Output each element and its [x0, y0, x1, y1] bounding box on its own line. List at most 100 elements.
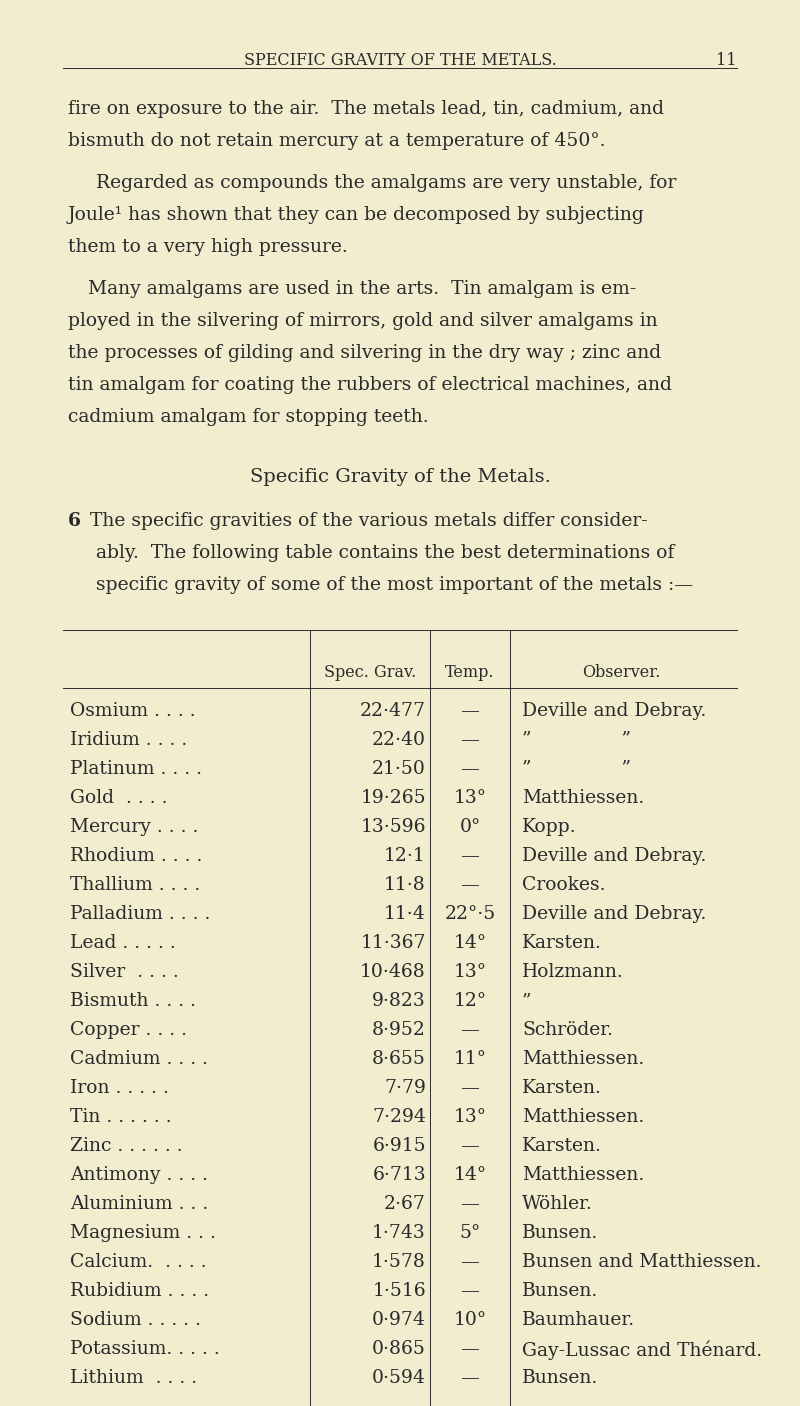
- Text: ably.  The following table contains the best determinations of: ably. The following table contains the b…: [96, 544, 674, 562]
- Text: 1·743: 1·743: [372, 1225, 426, 1241]
- Text: Aluminium . . .: Aluminium . . .: [70, 1195, 208, 1213]
- Text: Schröder.: Schröder.: [522, 1021, 613, 1039]
- Text: 11·8: 11·8: [384, 876, 426, 894]
- Text: 2·67: 2·67: [384, 1195, 426, 1213]
- Text: the processes of gilding and silvering in the dry way ; zinc and: the processes of gilding and silvering i…: [68, 344, 661, 361]
- Text: Joule¹ has shown that they can be decomposed by subjecting: Joule¹ has shown that they can be decomp…: [68, 207, 645, 224]
- Text: 11·367: 11·367: [361, 934, 426, 952]
- Text: bismuth do not retain mercury at a temperature of 450°.: bismuth do not retain mercury at a tempe…: [68, 132, 606, 150]
- Text: —: —: [461, 1137, 479, 1154]
- Text: Bunsen.: Bunsen.: [522, 1369, 598, 1386]
- Text: Holzmann.: Holzmann.: [522, 963, 624, 981]
- Text: Iron . . . . .: Iron . . . . .: [70, 1078, 169, 1097]
- Text: Osmium . . . .: Osmium . . . .: [70, 702, 196, 720]
- Text: them to a very high pressure.: them to a very high pressure.: [68, 238, 348, 256]
- Text: 19·265: 19·265: [360, 789, 426, 807]
- Text: 14°: 14°: [454, 934, 486, 952]
- Text: Rubidium . . . .: Rubidium . . . .: [70, 1282, 209, 1301]
- Text: Thallium . . . .: Thallium . . . .: [70, 876, 200, 894]
- Text: 1·578: 1·578: [372, 1253, 426, 1271]
- Text: 14°: 14°: [454, 1166, 486, 1184]
- Text: Crookes.: Crookes.: [522, 876, 606, 894]
- Text: Matthiessen.: Matthiessen.: [522, 1108, 644, 1126]
- Text: 12°: 12°: [454, 993, 486, 1010]
- Text: Tin . . . . . .: Tin . . . . . .: [70, 1108, 172, 1126]
- Text: —: —: [461, 876, 479, 894]
- Text: 6: 6: [68, 512, 81, 530]
- Text: 13°: 13°: [454, 789, 486, 807]
- Text: Bunsen.: Bunsen.: [522, 1225, 598, 1241]
- Text: 11: 11: [717, 52, 737, 69]
- Text: Mercury . . . .: Mercury . . . .: [70, 818, 198, 837]
- Text: Cadmium . . . .: Cadmium . . . .: [70, 1050, 208, 1069]
- Text: Regarded as compounds the amalgams are very unstable, for: Regarded as compounds the amalgams are v…: [96, 174, 676, 193]
- Text: —: —: [461, 731, 479, 749]
- Text: 7·294: 7·294: [372, 1108, 426, 1126]
- Text: 22°·5: 22°·5: [444, 905, 496, 922]
- Text: Lithium  . . . .: Lithium . . . .: [70, 1369, 197, 1386]
- Text: fire on exposure to the air.  The metals lead, tin, cadmium, and: fire on exposure to the air. The metals …: [68, 100, 664, 118]
- Text: Antimony . . . .: Antimony . . . .: [70, 1166, 208, 1184]
- Text: Deville and Debray.: Deville and Debray.: [522, 702, 706, 720]
- Text: 22·40: 22·40: [372, 731, 426, 749]
- Text: Baumhauer.: Baumhauer.: [522, 1310, 635, 1329]
- Text: 6·915: 6·915: [372, 1137, 426, 1154]
- Text: Matthiessen.: Matthiessen.: [522, 1050, 644, 1069]
- Text: Specific Gravity of the Metals.: Specific Gravity of the Metals.: [250, 468, 550, 486]
- Text: Observer.: Observer.: [582, 664, 660, 681]
- Text: 1·516: 1·516: [372, 1282, 426, 1301]
- Text: 10·468: 10·468: [360, 963, 426, 981]
- Text: 7·79: 7·79: [384, 1078, 426, 1097]
- Text: 22·477: 22·477: [360, 702, 426, 720]
- Text: Copper . . . .: Copper . . . .: [70, 1021, 187, 1039]
- Text: Calcium.  . . . .: Calcium. . . . .: [70, 1253, 206, 1271]
- Text: 11·4: 11·4: [384, 905, 426, 922]
- Text: —: —: [461, 846, 479, 865]
- Text: —: —: [461, 1021, 479, 1039]
- Text: Deville and Debray.: Deville and Debray.: [522, 905, 706, 922]
- Text: 13·596: 13·596: [361, 818, 426, 837]
- Text: Bismuth . . . .: Bismuth . . . .: [70, 993, 196, 1010]
- Text: —: —: [461, 1369, 479, 1386]
- Text: Potassium. . . . .: Potassium. . . . .: [70, 1340, 220, 1358]
- Text: 13°: 13°: [454, 1108, 486, 1126]
- Text: SPECIFIC GRAVITY OF THE METALS.: SPECIFIC GRAVITY OF THE METALS.: [244, 52, 556, 69]
- Text: 0·594: 0·594: [372, 1369, 426, 1386]
- Text: 9·823: 9·823: [372, 993, 426, 1010]
- Text: Palladium . . . .: Palladium . . . .: [70, 905, 210, 922]
- Text: 8·952: 8·952: [372, 1021, 426, 1039]
- Text: 13°: 13°: [454, 963, 486, 981]
- Text: tin amalgam for coating the rubbers of electrical machines, and: tin amalgam for coating the rubbers of e…: [68, 375, 672, 394]
- Text: Zinc . . . . . .: Zinc . . . . . .: [70, 1137, 182, 1154]
- Text: Deville and Debray.: Deville and Debray.: [522, 846, 706, 865]
- Text: specific gravity of some of the most important of the metals :—: specific gravity of some of the most imp…: [96, 576, 693, 593]
- Text: ”               ”: ” ”: [522, 731, 631, 749]
- Text: 5°: 5°: [459, 1225, 481, 1241]
- Text: Many amalgams are used in the arts.  Tin amalgam is em-: Many amalgams are used in the arts. Tin …: [88, 280, 636, 298]
- Text: cadmium amalgam for stopping teeth.: cadmium amalgam for stopping teeth.: [68, 408, 429, 426]
- Text: 0·865: 0·865: [372, 1340, 426, 1358]
- Text: ployed in the silvering of mirrors, gold and silver amalgams in: ployed in the silvering of mirrors, gold…: [68, 312, 658, 330]
- Text: —: —: [461, 702, 479, 720]
- Text: Silver  . . . .: Silver . . . .: [70, 963, 178, 981]
- Text: ”               ”: ” ”: [522, 761, 631, 778]
- Text: 21·50: 21·50: [372, 761, 426, 778]
- Text: Wöhler.: Wöhler.: [522, 1195, 593, 1213]
- Text: —: —: [461, 761, 479, 778]
- Text: 0°: 0°: [459, 818, 481, 837]
- Text: 6·713: 6·713: [372, 1166, 426, 1184]
- Text: Temp.: Temp.: [446, 664, 494, 681]
- Text: Rhodium . . . .: Rhodium . . . .: [70, 846, 202, 865]
- Text: —: —: [461, 1078, 479, 1097]
- Text: Spec. Grav.: Spec. Grav.: [324, 664, 416, 681]
- Text: ”: ”: [522, 993, 531, 1010]
- Text: Lead . . . . .: Lead . . . . .: [70, 934, 176, 952]
- Text: Platinum . . . .: Platinum . . . .: [70, 761, 202, 778]
- Text: —: —: [461, 1282, 479, 1301]
- Text: Kopp.: Kopp.: [522, 818, 577, 837]
- Text: Gold  . . . .: Gold . . . .: [70, 789, 167, 807]
- Text: Bunsen.: Bunsen.: [522, 1282, 598, 1301]
- Text: —: —: [461, 1253, 479, 1271]
- Text: Karsten.: Karsten.: [522, 1078, 602, 1097]
- Text: 8·655: 8·655: [372, 1050, 426, 1069]
